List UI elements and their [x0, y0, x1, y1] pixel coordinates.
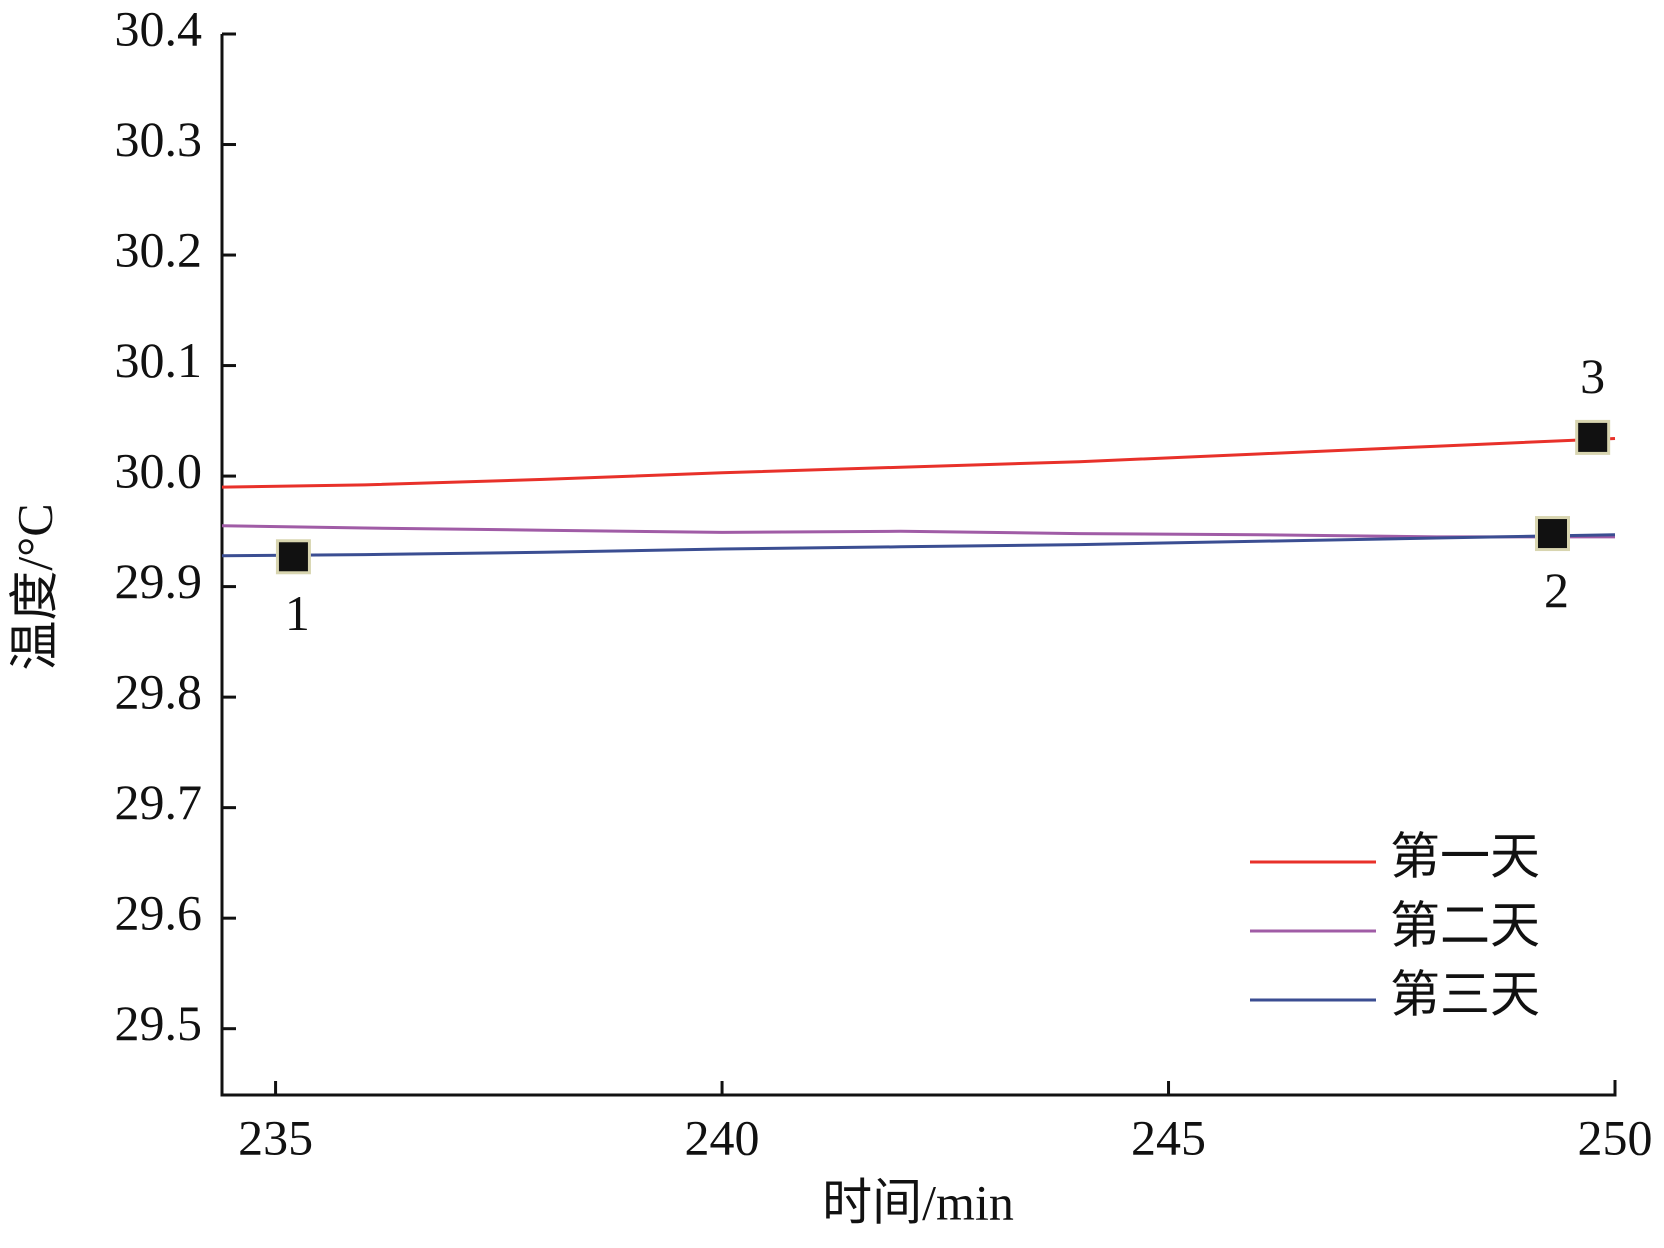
y-tick-label: 30.2 — [115, 222, 203, 278]
legend-label: 第一天 — [1390, 828, 1540, 884]
y-tick-label: 29.9 — [115, 553, 203, 609]
marker — [1575, 419, 1611, 455]
legend-label: 第二天 — [1390, 897, 1540, 953]
legend-label: 第三天 — [1390, 966, 1540, 1022]
y-tick-label: 30.1 — [115, 332, 203, 388]
series-line — [221, 524, 1615, 539]
marker-label: 3 — [1580, 348, 1605, 404]
marker — [275, 539, 311, 575]
y-tick-label: 29.8 — [115, 664, 203, 720]
y-axis-label: 温度/°C — [6, 503, 62, 670]
x-axis-label: 时间/min — [822, 1174, 1014, 1230]
marker-label: 1 — [285, 585, 310, 641]
marker — [1534, 516, 1570, 552]
x-tick-label: 240 — [685, 1109, 760, 1165]
x-tick-label: 245 — [1131, 1109, 1206, 1165]
y-tick-label: 30.0 — [115, 443, 203, 499]
series-line — [221, 437, 1616, 489]
y-tick-label: 29.7 — [115, 774, 203, 830]
x-tick-label: 235 — [238, 1109, 313, 1165]
marker-label: 2 — [1544, 562, 1569, 618]
y-tick-label: 29.6 — [115, 885, 203, 941]
y-tick-label: 29.5 — [115, 995, 203, 1051]
series-line — [221, 533, 1616, 558]
x-tick-label: 250 — [1578, 1109, 1653, 1165]
y-tick-label: 30.3 — [115, 111, 203, 167]
y-tick-label: 30.4 — [115, 0, 203, 56]
